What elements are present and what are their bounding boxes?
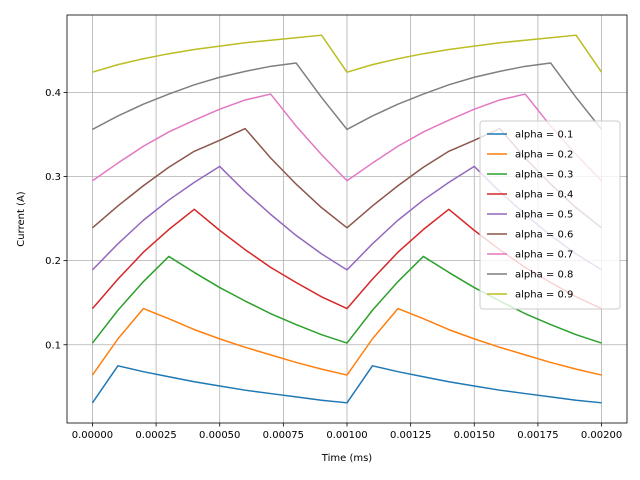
legend-label-9: alpha = 0.9 bbox=[515, 290, 573, 301]
series-line-2 bbox=[91, 307, 602, 376]
x-tick-label: 0.00075 bbox=[263, 430, 304, 441]
legend-label-1: alpha = 0.1 bbox=[515, 130, 573, 141]
x-tick-label: 0.00125 bbox=[390, 430, 431, 441]
y-tick-label: 0.3 bbox=[45, 172, 61, 183]
x-tick-label: 0.00050 bbox=[199, 430, 240, 441]
x-tick-label: 0.00200 bbox=[581, 430, 622, 441]
legend-label-7: alpha = 0.7 bbox=[515, 250, 573, 261]
x-tick-label: 0.00100 bbox=[326, 430, 367, 441]
series-line-1 bbox=[91, 365, 602, 404]
legend-label-5: alpha = 0.5 bbox=[515, 210, 573, 221]
x-tick-label: 0.00175 bbox=[517, 430, 558, 441]
legend-label-6: alpha = 0.6 bbox=[515, 230, 573, 241]
y-tick-label: 0.1 bbox=[45, 340, 61, 351]
series-line-7 bbox=[92, 93, 603, 182]
x-tick-label: 0.00025 bbox=[135, 430, 176, 441]
y-tick-label: 0.2 bbox=[45, 256, 61, 267]
legend-box bbox=[479, 120, 621, 310]
series-line-9 bbox=[92, 34, 603, 73]
x-axis-label: Time (ms) bbox=[321, 453, 373, 464]
legend-label-2: alpha = 0.2 bbox=[515, 150, 573, 161]
x-tick-label: 0.00150 bbox=[454, 430, 495, 441]
y-axis-label: Current (A) bbox=[16, 191, 27, 246]
legend-label-3: alpha = 0.3 bbox=[515, 170, 573, 181]
axis-ticks: 0.00000 0.00025 0.00050 0.00075 0.00100 0.001… bbox=[45, 88, 622, 441]
series-line-8 bbox=[92, 62, 603, 131]
y-tick-label: 0.4 bbox=[45, 88, 61, 99]
x-tick-label: 0.00000 bbox=[72, 430, 113, 441]
legend-label-8: alpha = 0.8 bbox=[515, 270, 573, 281]
legend-label-4: alpha = 0.4 bbox=[515, 190, 573, 201]
legend: alpha = 0.1 alpha = 0.2 alpha = 0.3 alpha =… bbox=[479, 120, 621, 310]
